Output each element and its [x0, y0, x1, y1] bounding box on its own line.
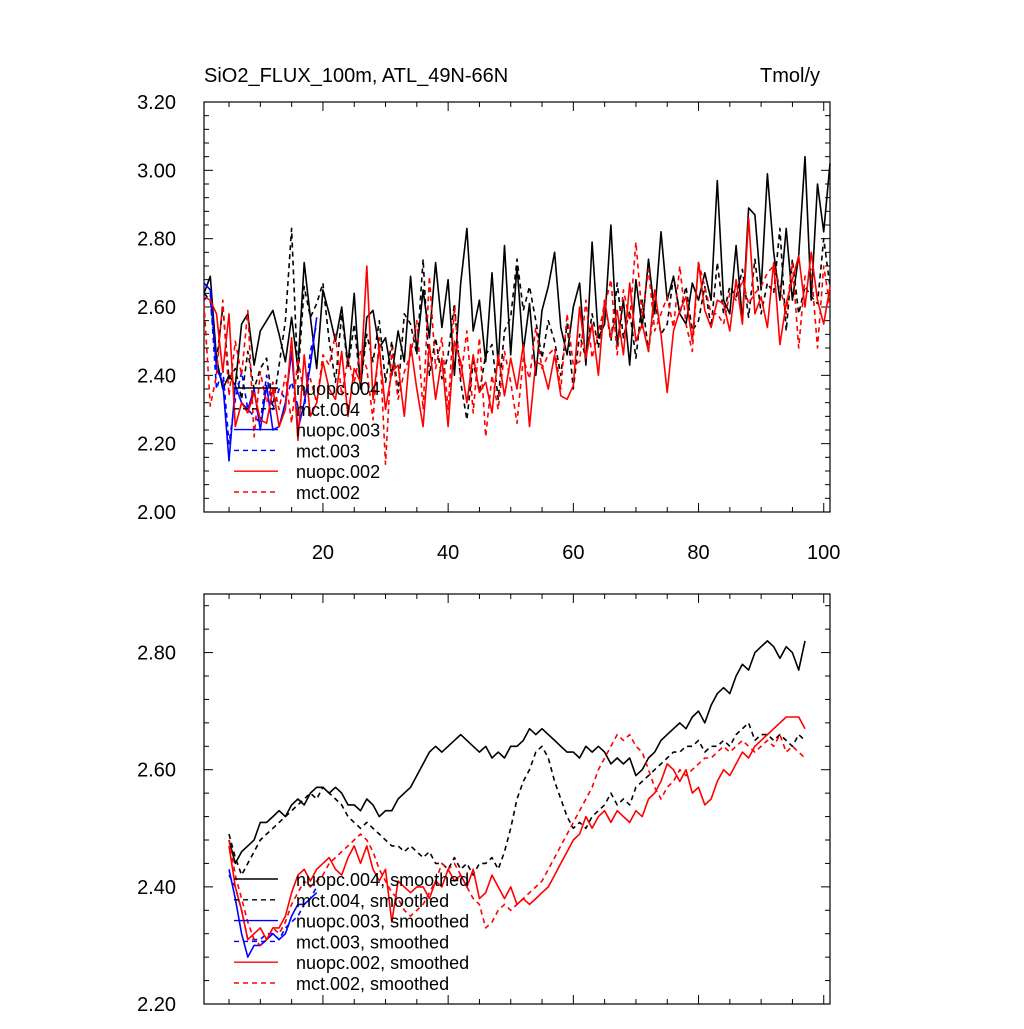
y-tick-label: 2.60	[137, 297, 176, 319]
axis-ticks	[204, 101, 830, 513]
units-label: Tmol/y	[760, 65, 820, 87]
series-line-mct-002-smoothed	[228, 733, 806, 947]
y-tick-label: 3.20	[137, 92, 176, 114]
legend: nuopc.004mct.004nuopc.003mct.003nuopc.00…	[234, 379, 380, 503]
y-tick-label: 2.20	[137, 434, 176, 456]
y-tick-label: 2.00	[137, 502, 176, 524]
y-tick-label: 2.80	[137, 643, 176, 665]
y-tick-label: 2.20	[137, 994, 176, 1016]
legend-label: mct.004, smoothed	[296, 891, 449, 911]
x-tick-label: 80	[687, 542, 709, 564]
legend-label: mct.002	[296, 483, 360, 503]
legend-label: nuopc.003, smoothed	[296, 912, 469, 932]
chart-title: SiO2_FLUX_100m, ATL_49N-66N	[204, 65, 508, 87]
legend-label: mct.003, smoothed	[296, 932, 449, 952]
y-tick-label: 2.60	[137, 760, 176, 782]
y-tick-label: 2.40	[137, 365, 176, 387]
legend-label: mct.002, smoothed	[296, 974, 449, 994]
y-tick-label: 3.00	[137, 160, 176, 182]
legend-label: nuopc.004, smoothed	[296, 870, 469, 890]
series-line-nuopc-004-smoothed	[228, 640, 806, 865]
legend-label: nuopc.004	[296, 379, 380, 399]
series-line-mct-004	[203, 227, 831, 421]
legend-label: mct.003	[296, 441, 360, 461]
x-tick-label: 60	[562, 542, 584, 564]
y-tick-label: 2.40	[137, 877, 176, 899]
legend-label: nuopc.003	[296, 421, 380, 441]
legend-label: nuopc.002, smoothed	[296, 953, 469, 973]
x-tick-label: 100	[807, 542, 840, 564]
legend-label: mct.004	[296, 400, 360, 420]
y-tick-label: 2.80	[137, 229, 176, 251]
series-line-mct-002	[203, 241, 831, 466]
plot-frame	[203, 593, 831, 1005]
legend-label: nuopc.002	[296, 462, 380, 482]
chart-panel-1: 2.00 2.20 2.40 2.60 2.80 3.00 3.20 20 40 60 80 100 S…	[137, 65, 840, 564]
x-tick-label: 40	[437, 542, 459, 564]
x-tick-label: 20	[312, 542, 334, 564]
axis-ticks	[204, 594, 830, 1005]
